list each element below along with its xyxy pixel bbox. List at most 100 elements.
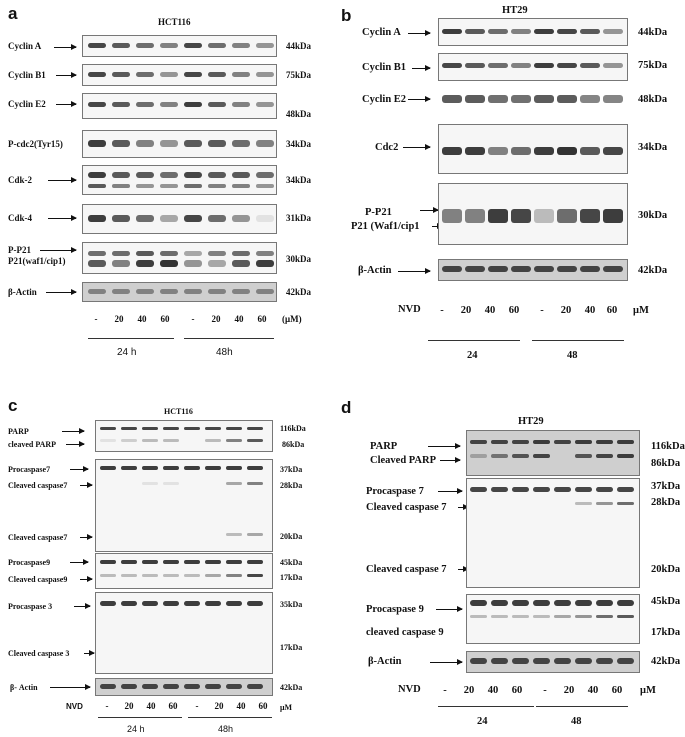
kda-p21: 30kDa	[286, 254, 312, 264]
blot-band	[603, 95, 623, 103]
unit-label: μM	[640, 685, 656, 696]
kda: 45kDa	[280, 558, 303, 567]
blot-band	[617, 454, 634, 458]
panel-c-title: HCT116	[164, 407, 193, 416]
row-label-cyclin-b1: Cyclin B1	[362, 62, 407, 73]
blot-band	[184, 560, 200, 564]
arrow	[40, 247, 77, 253]
time-bracket	[98, 717, 182, 718]
time-bracket	[184, 338, 274, 339]
blot-band	[465, 95, 485, 103]
row-label-cyclin-a: Cyclin A	[8, 41, 42, 51]
blot-band	[512, 440, 529, 444]
lane-label: 20	[460, 305, 472, 316]
kda-cyclin-b1: 75kDa	[286, 70, 312, 80]
lane-label: 20	[563, 685, 575, 696]
blot-band	[208, 172, 226, 178]
lane-label: -	[94, 314, 98, 324]
blot-band	[596, 487, 613, 492]
blot-band	[580, 63, 600, 68]
label-cleaved-caspase7: Cleaved caspase 7	[366, 502, 447, 513]
kda-cyclin-e2: 48kDa	[638, 94, 668, 105]
lane-label: 60	[508, 305, 520, 316]
blot-band	[232, 43, 250, 48]
arrow	[80, 534, 93, 540]
kda: 17kDa	[651, 627, 681, 638]
blot-band	[617, 502, 634, 505]
lane-label: 60	[258, 701, 268, 711]
blot-band	[121, 684, 137, 689]
blot-band	[163, 466, 179, 470]
blot-band	[557, 266, 577, 272]
blot-band	[88, 172, 106, 178]
time-label: 24 h	[117, 347, 137, 358]
arrow	[80, 576, 93, 582]
blot-band	[256, 140, 274, 147]
arrow	[428, 443, 461, 449]
blot-band	[465, 147, 485, 155]
blot-band	[534, 147, 554, 155]
arrow	[48, 215, 77, 221]
blot-band	[575, 600, 592, 606]
kda: 20kDa	[651, 564, 681, 575]
blot-cyclin-b1	[82, 64, 277, 86]
blot-band	[121, 466, 137, 470]
blot-band	[442, 95, 462, 103]
blot-band	[580, 29, 600, 34]
blot-band	[470, 658, 487, 664]
blot-band	[511, 95, 531, 103]
blot-band	[617, 615, 634, 618]
time-bracket	[536, 706, 628, 707]
blot-band	[232, 140, 250, 147]
blot-band	[232, 260, 250, 267]
blot-band	[184, 574, 200, 577]
blot-band	[208, 43, 226, 48]
blot-band	[232, 289, 250, 294]
blot-band	[226, 560, 242, 564]
panel-b-letter: b	[341, 6, 352, 25]
label-procaspase9: Procaspase 9	[366, 604, 424, 615]
arrow	[408, 30, 431, 36]
blot-band	[533, 454, 550, 458]
blot-band	[163, 560, 179, 564]
blot-band	[580, 95, 600, 103]
blot-band	[160, 102, 178, 107]
blot-band	[184, 601, 200, 606]
blot-band	[184, 43, 202, 48]
blot-band	[232, 215, 250, 222]
blot-band	[112, 172, 130, 178]
arrow	[70, 466, 89, 472]
arrow	[66, 441, 85, 447]
lane-label: -	[191, 314, 195, 324]
blot-band	[596, 440, 613, 444]
blot-band	[575, 658, 592, 664]
arrow	[48, 177, 77, 183]
blot-band	[88, 102, 106, 107]
blot-band	[534, 63, 554, 68]
blot-band	[121, 560, 137, 564]
treatment-label: NVD	[398, 684, 421, 695]
blot-band	[534, 29, 554, 34]
blot-band	[247, 533, 263, 536]
lane-label: -	[543, 685, 547, 696]
blot-band	[554, 440, 571, 444]
blot-band	[160, 184, 178, 188]
blot-band	[491, 600, 508, 606]
blot-band	[205, 439, 221, 442]
blot-band	[112, 184, 130, 188]
kda: 28kDa	[651, 497, 681, 508]
blot-band	[512, 487, 529, 492]
blot-band	[88, 289, 106, 294]
blot-band	[136, 184, 154, 188]
label-procaspase3: Procaspase 3	[8, 602, 53, 611]
blot-band	[163, 574, 179, 577]
arrow	[50, 684, 91, 690]
blot-band	[603, 147, 623, 155]
arrow	[56, 72, 77, 78]
blot-band	[184, 251, 202, 256]
lane-label: 40	[587, 685, 599, 696]
arrow	[412, 65, 431, 71]
arrow	[440, 457, 461, 463]
panel-d-title: HT29	[518, 416, 544, 427]
blot-band	[142, 439, 158, 442]
